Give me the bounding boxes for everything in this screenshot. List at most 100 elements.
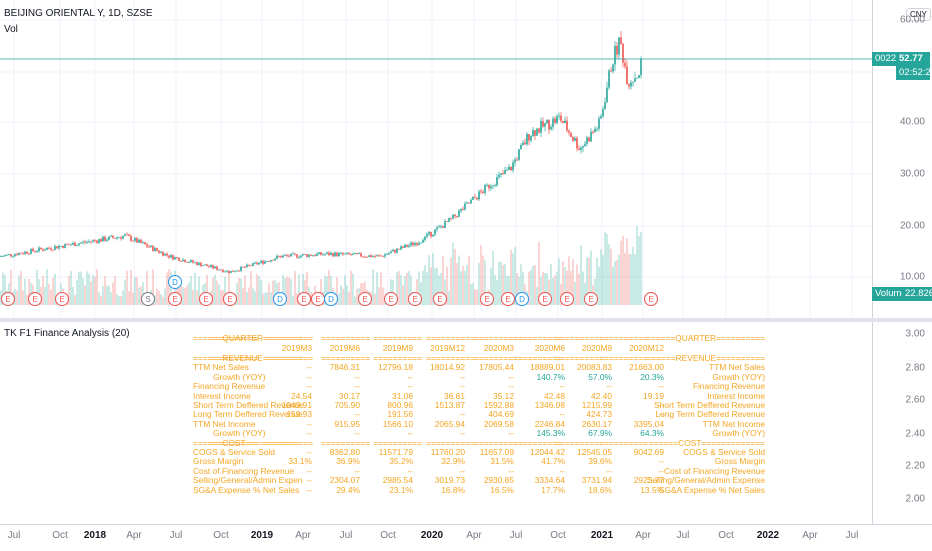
volume-bar (128, 291, 130, 305)
candle-body (178, 257, 180, 261)
candle-body (202, 265, 204, 267)
candle-body (362, 256, 364, 258)
candle-body (406, 244, 408, 247)
time-label: Apr (466, 530, 482, 541)
indicator-scale[interactable]: 3.00 2.80 2.60 2.40 2.20 2.00 (872, 322, 932, 524)
svg-text:E: E (315, 295, 320, 304)
candle-body (308, 254, 310, 257)
candle-body (416, 243, 418, 245)
volume-bar (462, 265, 464, 305)
event-marker[interactable]: E (199, 292, 213, 306)
event-marker[interactable]: D (324, 292, 338, 306)
event-marker[interactable]: E (538, 292, 552, 306)
volume-bar (342, 288, 344, 305)
volume-bar (216, 280, 218, 305)
candle-body (358, 253, 360, 255)
candle-body (602, 109, 604, 117)
candle-body (556, 116, 558, 123)
candle-body (424, 236, 426, 240)
volume-bar (194, 272, 196, 305)
volume-bar (472, 283, 474, 305)
candle-body (392, 249, 394, 252)
event-marker[interactable]: E (584, 292, 598, 306)
table-cell: 11760.20 (430, 447, 465, 457)
volume-bar (146, 271, 148, 305)
table-cell: -- (658, 381, 664, 392)
currency-badge[interactable]: CNY (906, 8, 931, 21)
candle-body (218, 269, 220, 271)
candle-body (408, 245, 410, 247)
event-marker[interactable]: D (515, 292, 529, 306)
volume-bar (560, 283, 562, 305)
table-cell: -- (354, 409, 360, 420)
symbol-title[interactable]: BEIJING ORIENTAL Y, 1D, SZSE (4, 8, 153, 19)
candle-body (108, 236, 110, 240)
candle-body (280, 256, 282, 258)
event-marker[interactable]: D (273, 292, 287, 306)
pane-separator[interactable] (0, 318, 932, 322)
event-marker[interactable]: E (480, 292, 494, 306)
table-cell: 2069.58 (483, 418, 514, 429)
event-marker[interactable]: E (358, 292, 372, 306)
volume-bar (24, 278, 26, 305)
time-label: Apr (295, 530, 311, 541)
event-marker[interactable]: E (223, 292, 237, 306)
volume-bar (442, 256, 444, 305)
candle-body (160, 251, 162, 253)
time-label: Oct (213, 530, 229, 541)
candle-body (514, 159, 516, 163)
event-marker[interactable]: E (384, 292, 398, 306)
table-cell: ========== (264, 333, 313, 343)
event-marker[interactable]: E (28, 292, 42, 306)
event-marker[interactable]: E (433, 292, 447, 306)
candle-body (510, 166, 512, 171)
table-cell: ========== (474, 333, 523, 343)
event-marker[interactable]: S (141, 292, 155, 306)
time-axis[interactable]: Jul Oct 2018 Apr Jul Oct 2019 Apr Jul Oct 2020 Apr J… (0, 524, 932, 551)
volume-bar (624, 252, 626, 305)
event-marker[interactable]: E (297, 292, 311, 306)
table-row-label: ======COST=========== (193, 437, 300, 448)
volume-bar (104, 276, 106, 305)
volume-bar (2, 272, 4, 305)
table-row-label-right: COGS & Service Sold (683, 447, 765, 457)
event-marker[interactable]: E (55, 292, 69, 306)
volume-indicator-label[interactable]: Vol (4, 24, 18, 35)
event-marker[interactable]: E (168, 292, 182, 306)
event-marker[interactable]: E (560, 292, 574, 306)
volume-bar (262, 293, 264, 305)
volume-bar (372, 269, 374, 305)
volume-bar (522, 272, 524, 305)
candle-body (474, 196, 476, 198)
candle-body (264, 261, 266, 264)
volume-bar (336, 277, 338, 305)
candle-body (238, 270, 240, 272)
candle-body (454, 214, 456, 217)
volume-bar (610, 248, 612, 305)
event-marker[interactable]: E (501, 292, 515, 306)
event-marker[interactable]: E (408, 292, 422, 306)
event-marker[interactable]: D (168, 275, 182, 289)
candle-body (608, 70, 610, 88)
candle-body (180, 260, 182, 262)
candle-body (302, 254, 304, 256)
table-cell: 1049.91 (281, 400, 312, 410)
candle-body (146, 244, 148, 247)
candle-body (220, 269, 222, 271)
table-row-label: Growth (YOY) (213, 371, 266, 382)
candlestick-chart[interactable]: E E E S E E E D E E D E E E E E E D E E E ED (0, 0, 872, 318)
indicator-title[interactable]: TK F1 Finance Analysis (20) (4, 328, 130, 339)
event-marker[interactable]: E (644, 292, 658, 306)
table-cell: ========== (426, 353, 475, 363)
event-marker[interactable]: E (1, 292, 15, 306)
event-marker[interactable]: E (311, 292, 325, 306)
volume-bar (514, 247, 516, 305)
volume-bar (42, 276, 44, 305)
volume-bar (430, 267, 432, 305)
table-row-label-right: TTM Net Income (702, 418, 765, 429)
candle-body (128, 234, 130, 236)
table-cell: ========== (321, 437, 370, 448)
candle-body (352, 253, 354, 256)
